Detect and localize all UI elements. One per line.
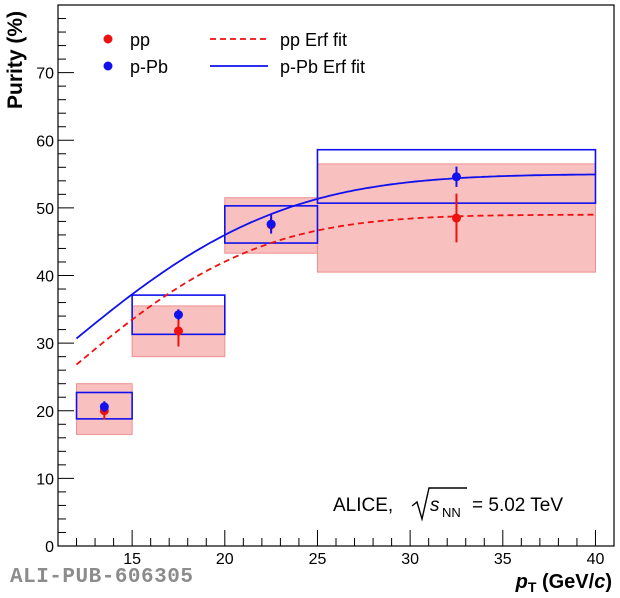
p-pb-point-1 <box>173 310 183 320</box>
x-tick-label-1: 20 <box>216 551 234 568</box>
x-tick-label-0: 15 <box>123 551 141 568</box>
publication-id: ALI-PUB-606305 <box>10 566 194 589</box>
pp-point-3 <box>451 213 461 223</box>
legend-label-p-pb-erf-fit: p-Pb Erf fit <box>280 57 365 77</box>
annotation-sqrt-var: s <box>430 495 440 516</box>
x-tick-label-2: 25 <box>309 551 327 568</box>
sqrt-symbol <box>411 487 467 522</box>
y-tick-label-5: 50 <box>36 201 54 218</box>
y-tick-label-4: 40 <box>36 269 54 286</box>
x-tick-label-3: 30 <box>401 551 419 568</box>
p-pb-point-0 <box>99 402 109 412</box>
y-axis-label: Purity (%) <box>4 11 27 109</box>
p-pb-point-3 <box>451 172 461 182</box>
legend-marker-pp <box>103 34 113 44</box>
pp-point-1 <box>173 326 183 336</box>
annotation-sqrt-sub: NN <box>442 505 461 520</box>
legend-marker-p-pb <box>103 61 113 71</box>
p-pb-point-2 <box>266 219 276 229</box>
p-pb-erf-fit-curve <box>75 173 596 340</box>
experiment-annotation: ALICE, s NN = 5.02 TeV <box>333 487 563 522</box>
y-tick-label-6: 60 <box>36 133 54 150</box>
legend-label-pp-erf-fit: pp Erf fit <box>280 30 347 50</box>
x-axis-label: pT (GeV/c) <box>515 571 612 595</box>
annotation-energy: = 5.02 TeV <box>472 495 563 516</box>
y-tick-label-7: 70 <box>36 66 54 83</box>
y-tick-label-2: 20 <box>36 404 54 421</box>
annotation-experiment: ALICE, <box>333 495 393 516</box>
y-tick-label-0: 0 <box>45 539 54 556</box>
y-tick-label-1: 10 <box>36 471 54 488</box>
y-tick-label-3: 30 <box>36 336 54 353</box>
legend-label-p-pb: p-Pb <box>130 57 168 77</box>
pp-erf-fit-curve <box>75 213 596 366</box>
x-tick-label-5: 40 <box>587 551 605 568</box>
x-tick-label-4: 35 <box>494 551 512 568</box>
legend-label-pp: pp <box>130 30 150 50</box>
